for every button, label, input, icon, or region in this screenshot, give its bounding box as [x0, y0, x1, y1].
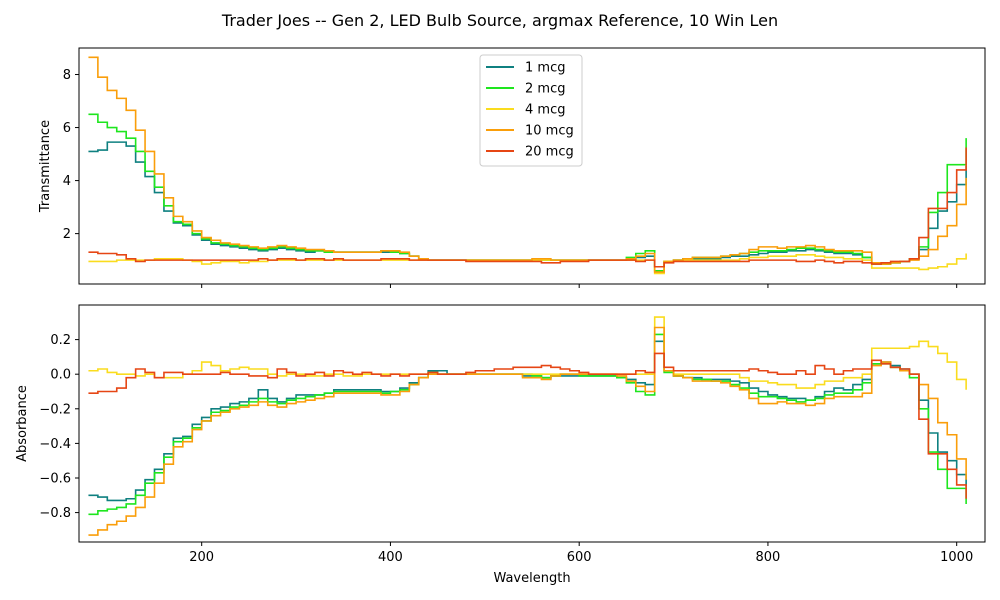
legend-label-20-mcg: 20 mcg [525, 145, 574, 160]
transmittance-y-tick-label: 8 [63, 68, 71, 83]
transmittance-axes: 2 4 6 8 [63, 68, 958, 288]
absorbance-x-tick-label: 800 [756, 550, 781, 565]
legend-label-10-mcg: 10 mcg [525, 124, 574, 139]
transmittance-panel: 2 4 6 8 Transmittance 1 mcg 2 mcg 4 mcg 10 mcg… [38, 47, 986, 288]
figure-title: Trader Joes -- Gen 2, LED Bulb Source, a… [221, 11, 778, 30]
transmittance-series-20-mcg [88, 147, 967, 268]
transmittance-y-tick-label: 4 [63, 174, 71, 189]
absorbance-y-tick-label: −0.6 [39, 471, 71, 486]
absorbance-panel: 200 400 600 800 1000 0.2 0.0 −0.2 −0.4 −0.6 −0.8 A… [15, 304, 986, 586]
transmittance-y-tick-label: 6 [63, 121, 71, 136]
absorbance-x-tick-label: 400 [378, 550, 403, 565]
absorbance-y-tick-label: −0.4 [39, 437, 71, 452]
legend-label-4-mcg: 4 mcg [525, 103, 565, 118]
transmittance-plot-frame [78, 47, 986, 285]
legend-box [479, 54, 583, 167]
absorbance-y-tick-label: −0.2 [39, 402, 71, 417]
absorbance-series-2-mcg [88, 333, 967, 516]
transmittance-y-axis-label: Transmittance [38, 120, 53, 213]
legend-label-1-mcg: 1 mcg [525, 61, 565, 76]
absorbance-y-axis-label: Absorbance [15, 385, 30, 462]
legend-label-2-mcg: 2 mcg [525, 82, 565, 97]
transmittance-series-layer [88, 56, 967, 275]
absorbance-x-tick-label: 600 [567, 550, 592, 565]
absorbance-y-tick-label: −0.8 [39, 506, 71, 521]
transmittance-series-10-mcg [88, 56, 967, 273]
absorbance-y-tick-label: 0.2 [50, 333, 71, 348]
absorbance-series-4-mcg [88, 316, 967, 390]
absorbance-axes: 200 400 600 800 1000 0.2 0.0 −0.2 −0.4 −0.6 −0.8 [39, 333, 973, 565]
transmittance-y-tick-label: 2 [63, 227, 71, 242]
legend: 1 mcg 2 mcg 4 mcg 10 mcg 20 mcg [479, 54, 583, 167]
absorbance-y-tick-label: 0.0 [50, 368, 71, 383]
absorbance-series-10-mcg [88, 326, 967, 536]
absorbance-x-tick-label: 1000 [940, 550, 973, 565]
absorbance-series-20-mcg [88, 352, 967, 499]
absorbance-plot-frame [78, 304, 986, 543]
absorbance-x-tick-label: 200 [189, 550, 214, 565]
x-axis-label: Wavelength [493, 571, 570, 586]
absorbance-series-layer [88, 316, 967, 536]
